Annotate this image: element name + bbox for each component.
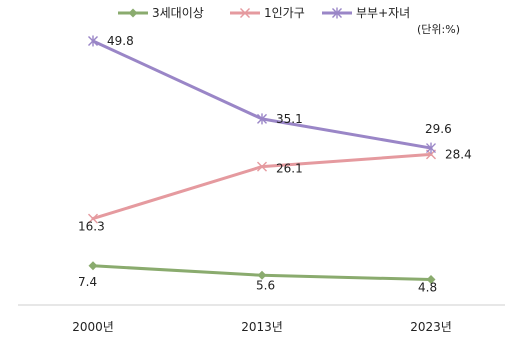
data-label: 7.4 <box>78 275 97 289</box>
x-tick-label: 2023년 <box>410 320 452 334</box>
data-label: 5.6 <box>256 278 275 292</box>
data-label: 29.6 <box>425 122 452 136</box>
data-point <box>426 275 436 285</box>
x-axis-ticks: 2000년 2013년 2023년 <box>72 320 452 334</box>
legend-item: 1인가구 <box>230 6 305 20</box>
legend-label: 1인가구 <box>264 6 305 20</box>
legend-marker <box>128 8 138 18</box>
data-point <box>257 270 267 280</box>
legend-marker <box>240 8 250 18</box>
legend: 3세대이상 1인가구 부부+자녀 <box>118 6 410 20</box>
data-label: 49.8 <box>107 34 134 48</box>
value-labels: 7.4 5.6 4.8 16.3 26.1 28.4 49.8 35.1 29.6 <box>78 34 472 295</box>
data-point <box>426 142 436 154</box>
data-label: 28.4 <box>445 147 472 161</box>
series-line <box>91 39 433 150</box>
data-point <box>88 261 98 271</box>
data-point <box>257 161 267 172</box>
legend-item: 3세대이상 <box>118 6 204 20</box>
x-tick-label: 2000년 <box>72 320 114 334</box>
data-point <box>88 213 98 224</box>
data-label: 26.1 <box>276 162 303 176</box>
data-label: 16.3 <box>78 220 105 234</box>
series-line <box>91 152 433 221</box>
legend-marker <box>332 7 342 19</box>
data-label: 35.1 <box>276 112 303 126</box>
data-point <box>88 35 98 47</box>
legend-label: 3세대이상 <box>152 6 204 20</box>
series-layer <box>88 35 436 285</box>
legend-label: 부부+자녀 <box>356 6 410 20</box>
data-label: 4.8 <box>418 281 437 295</box>
x-tick-label: 2013년 <box>241 320 283 334</box>
data-point <box>257 113 267 125</box>
legend-item: 부부+자녀 <box>322 6 410 20</box>
unit-note: (단위:%) <box>417 23 460 36</box>
